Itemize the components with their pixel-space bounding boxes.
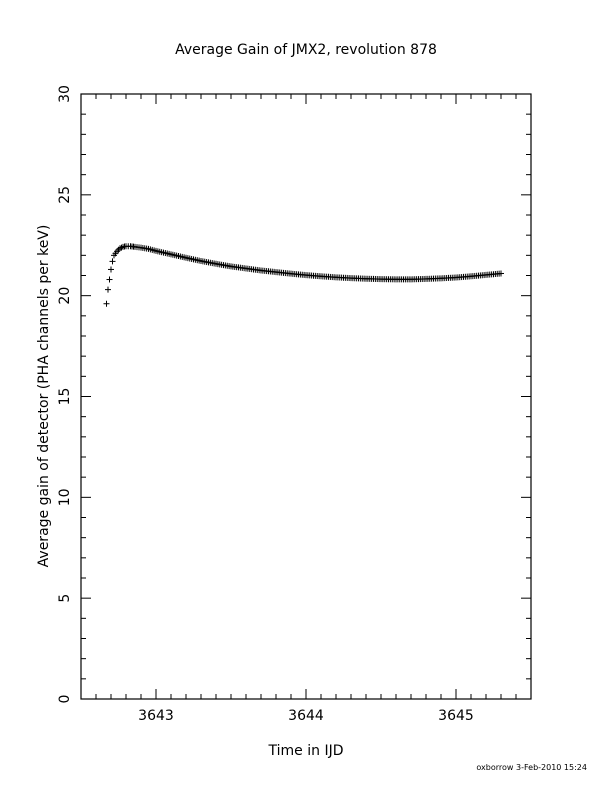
data-point xyxy=(103,300,110,307)
y-tick-label: 25 xyxy=(57,186,73,204)
y-tick-label: 30 xyxy=(57,85,73,103)
data-point xyxy=(498,270,504,277)
x-axis-label: Time in IJD xyxy=(268,743,344,759)
y-tick-label: 5 xyxy=(57,594,73,603)
data-point xyxy=(105,286,111,293)
y-tick-label: 15 xyxy=(57,388,73,406)
footer-credit: oxborrow 3-Feb-2010 15:24 xyxy=(476,763,587,772)
y-tick-label: 10 xyxy=(57,488,73,506)
x-tick-label: 3644 xyxy=(288,708,324,724)
y-tick-label: 0 xyxy=(57,695,73,704)
data-series xyxy=(103,243,504,307)
x-axis: 3643 3644 3645 xyxy=(80,94,532,724)
data-point xyxy=(109,258,116,265)
data-point xyxy=(106,276,113,283)
y-axis: 0 5 10 15 20 25 30 xyxy=(57,85,531,703)
x-tick-label: 3643 xyxy=(138,708,174,724)
y-axis-label: Average gain of detector (PHA channels p… xyxy=(36,225,52,568)
data-point xyxy=(108,266,114,273)
plot-frame xyxy=(80,93,532,700)
y-tick-label: 20 xyxy=(57,287,73,305)
chart-title: Average Gain of JMX2, revolution 878 xyxy=(175,42,437,58)
x-tick-label: 3645 xyxy=(438,708,474,724)
